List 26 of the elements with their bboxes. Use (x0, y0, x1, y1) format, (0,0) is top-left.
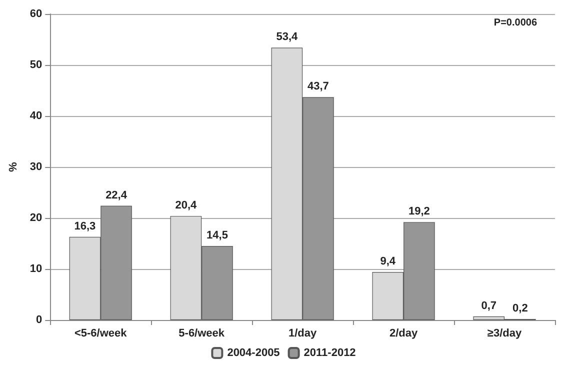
data-label: 22,4 (106, 189, 128, 202)
x-tick-label: <5-6/week (74, 328, 128, 340)
data-label: 14,5 (206, 230, 228, 242)
y-axis-title: % (8, 162, 20, 172)
data-label: 20,4 (175, 199, 198, 212)
y-tick-label: 0 (36, 314, 42, 326)
data-label: 19,2 (408, 206, 430, 218)
y-tick-label: 20 (30, 212, 42, 224)
x-tick-label: 5-6/week (178, 328, 226, 340)
legend-label: 2004-2005 (227, 347, 280, 359)
data-label: 43,7 (308, 80, 329, 93)
data-label: 9,4 (380, 256, 396, 268)
x-tick-label: ≥3/day (487, 328, 522, 340)
y-tick-label: 10 (30, 263, 42, 275)
y-tick-label: 40 (30, 110, 42, 122)
legend-label: 2011-2012 (304, 347, 356, 359)
y-tick-label: 60 (30, 8, 42, 20)
data-label: 53,4 (276, 31, 298, 44)
x-tick-label: 1/day (288, 328, 318, 340)
data-label: 16,3 (74, 220, 96, 232)
data-label: 0,7 (481, 300, 497, 312)
y-tick-label: 50 (30, 59, 42, 71)
y-tick-label: 30 (30, 161, 42, 173)
data-label: 0,2 (512, 302, 528, 314)
annotation: P=0.0006 (494, 18, 538, 28)
x-tick-label: 2/day (389, 328, 418, 340)
